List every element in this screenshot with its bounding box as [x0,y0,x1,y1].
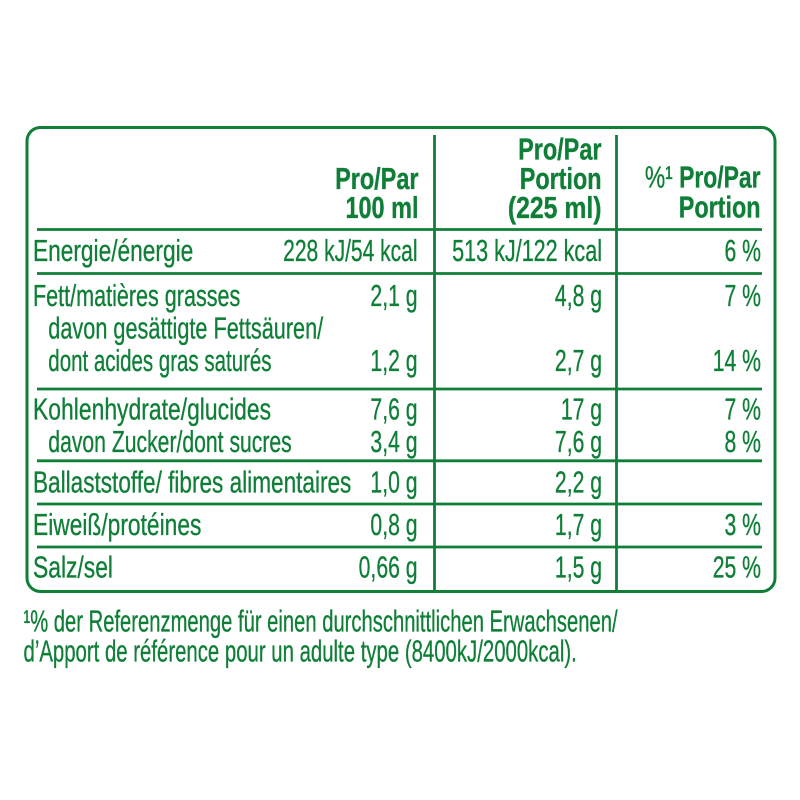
svg-text:2,1 g: 2,1 g [370,278,417,313]
svg-text:Fett/matières grasses: Fett/matières grasses [33,278,240,313]
svg-text:dont acides gras saturés: dont acides gras saturés [48,343,271,378]
svg-text:228 kJ/54 kcal: 228 kJ/54 kcal [283,233,417,268]
svg-text:1,2 g: 1,2 g [370,343,417,378]
svg-text:3 %: 3 % [725,507,761,542]
svg-text:Portion: Portion [520,161,602,196]
svg-text:14 %: 14 % [713,343,761,378]
svg-text:Energie/énergie: Energie/énergie [33,232,193,267]
svg-text:8 %: 8 % [725,424,761,459]
svg-text:¹% der Referenzmenge für einen: ¹% der Referenzmenge für einen durchschn… [24,603,619,639]
svg-text:6 %: 6 % [725,233,761,268]
svg-text:Kohlenhydrate/glucides: Kohlenhydrate/glucides [33,391,271,426]
svg-text:7,6 g: 7,6 g [370,391,417,426]
svg-text:d’Apport de référence pour un: d’Apport de référence pour un adulte typ… [24,633,577,668]
svg-text:0,8 g: 0,8 g [370,507,417,542]
svg-text:1,0 g: 1,0 g [370,464,417,499]
svg-text:(225 ml): (225 ml) [508,190,602,224]
svg-text:Portion: Portion [679,189,761,224]
svg-text:7 %: 7 % [725,391,761,426]
svg-text:7,6 g: 7,6 g [555,424,602,459]
svg-text:3,4 g: 3,4 g [370,424,417,459]
svg-text:davon gesättigte Fettsäuren/: davon gesättigte Fettsäuren/ [48,311,323,346]
svg-text:Pro/Par: Pro/Par [335,161,419,196]
svg-text:%¹ Pro/Par: %¹ Pro/Par [645,159,761,194]
svg-text:Pro/Par: Pro/Par [518,131,602,166]
svg-text:17 g: 17 g [561,391,602,426]
svg-text:513 kJ/122 kcal: 513 kJ/122 kcal [452,233,602,268]
svg-text:0,66 g: 0,66 g [359,549,418,584]
svg-text:1,7 g: 1,7 g [555,507,602,542]
svg-text:Ballaststoffe/ fibres alimenta: Ballaststoffe/ fibres alimentaires [33,464,351,499]
svg-text:25 %: 25 % [713,549,761,584]
svg-text:davon Zucker/dont sucres: davon Zucker/dont sucres [48,424,291,459]
svg-text:Salz/sel: Salz/sel [33,549,113,584]
svg-text:2,2 g: 2,2 g [555,464,602,499]
svg-text:Eiweiß/protéines: Eiweiß/protéines [33,507,201,542]
svg-text:2,7 g: 2,7 g [555,343,602,378]
svg-text:7 %: 7 % [725,278,761,313]
svg-text:1,5 g: 1,5 g [555,549,602,584]
svg-text:4,8 g: 4,8 g [555,278,602,313]
svg-text:100 ml: 100 ml [345,190,418,225]
